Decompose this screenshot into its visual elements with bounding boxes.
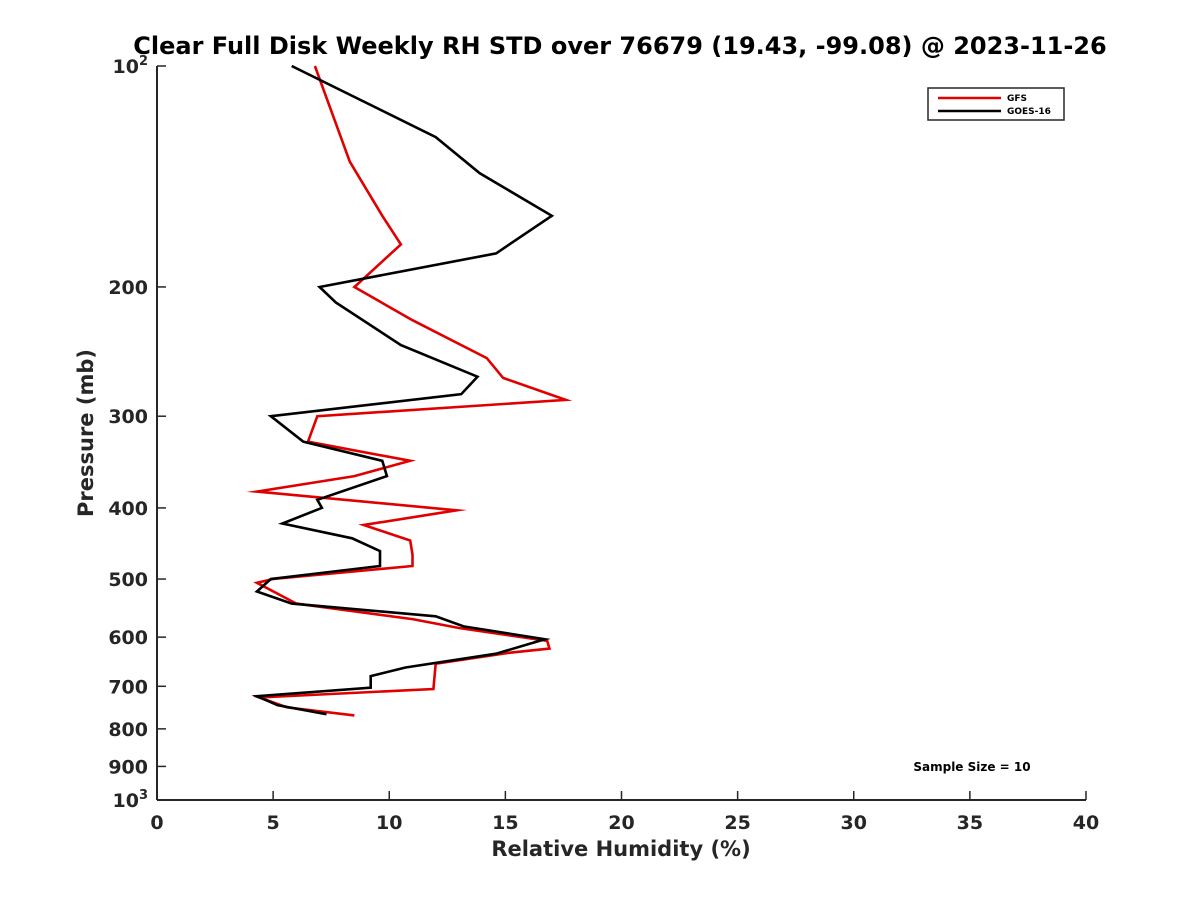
- series-line-gfs: [246, 65, 573, 717]
- x-tick-label: 10: [376, 812, 402, 834]
- y-tick-label: 800: [108, 719, 148, 741]
- x-tick-label: 0: [150, 812, 163, 834]
- series-line-goes-16: [251, 64, 555, 716]
- x-axis-label: Relative Humidity (%): [491, 837, 750, 861]
- x-axis-ticks: 0 5 10 15 20 25 30 35 40: [150, 791, 1099, 834]
- y-tick-label: 700: [108, 676, 148, 698]
- legend-label-goes-16: GOES-16: [1007, 107, 1051, 117]
- legend: GFS GOES-16: [927, 87, 1065, 121]
- y-tick-label: 600: [108, 627, 148, 649]
- y-tick-label: 400: [108, 498, 148, 520]
- sample-size-annotation: Sample Size = 10: [913, 760, 1030, 774]
- legend-label-gfs: GFS: [1007, 94, 1027, 104]
- y-tick-label: 103: [113, 788, 149, 812]
- x-tick-label: 15: [492, 812, 518, 834]
- y-axis-label: Pressure (mb): [74, 349, 98, 517]
- y-tick-label: 300: [108, 406, 148, 428]
- x-tick-label: 30: [841, 812, 867, 834]
- plot-layer: [246, 64, 573, 717]
- chart-title: Clear Full Disk Weekly RH STD over 76679…: [133, 32, 1106, 60]
- x-tick-label: 20: [608, 812, 634, 834]
- y-tick-label: 900: [108, 756, 148, 778]
- y-tick-label: 102: [113, 54, 149, 78]
- x-tick-label: 40: [1073, 812, 1099, 834]
- x-tick-label: 5: [267, 812, 280, 834]
- legend-box: [927, 87, 1065, 121]
- x-tick-label: 35: [957, 812, 983, 834]
- x-tick-label: 25: [724, 812, 750, 834]
- y-axis-ticks: 102 200 300 400 500 600 700 800 900 103: [108, 54, 166, 812]
- y-tick-label: 200: [108, 277, 148, 299]
- y-tick-label: 500: [108, 569, 148, 591]
